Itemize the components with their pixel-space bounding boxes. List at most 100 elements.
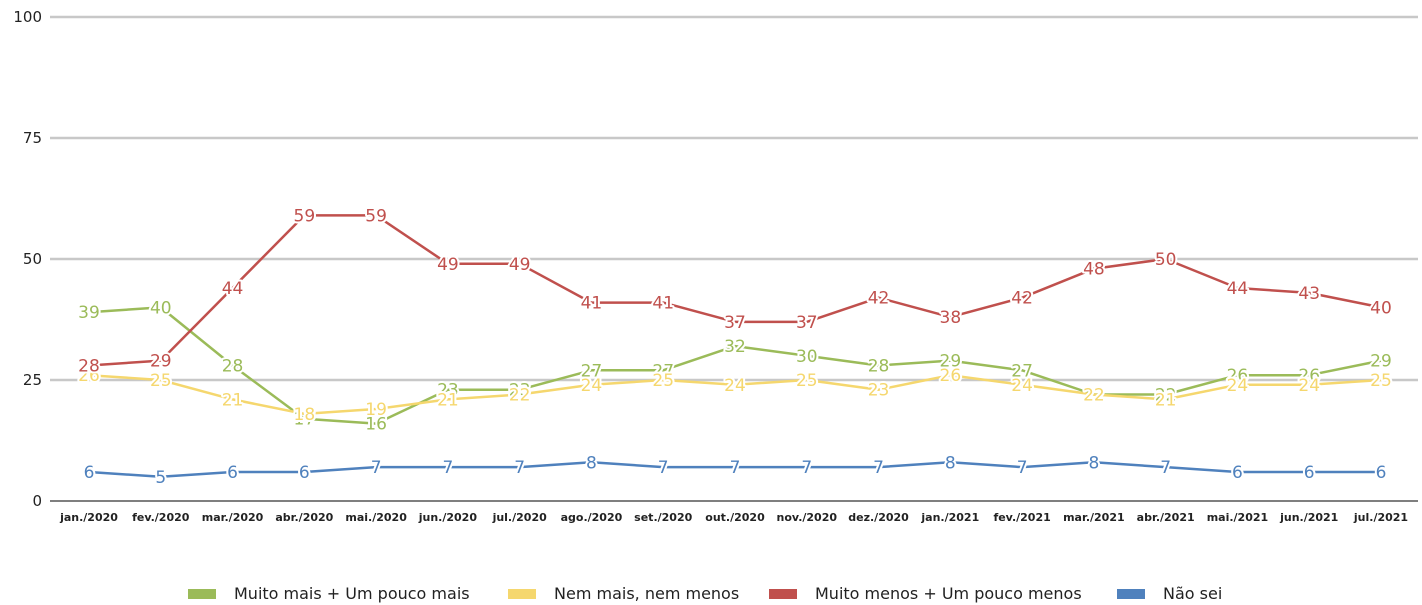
series-line-1 <box>88 373 1382 416</box>
y-tick-label: 75 <box>23 129 42 147</box>
data-label: 44 <box>1227 279 1249 299</box>
data-label: 28 <box>868 356 890 376</box>
data-label: 26 <box>78 366 100 386</box>
data-label: 39 <box>78 303 100 323</box>
data-label: 40 <box>150 298 172 318</box>
data-label: 42 <box>1011 289 1033 309</box>
x-tick-label: mai./2021 <box>1207 511 1268 524</box>
x-tick-label: out./2020 <box>705 511 765 524</box>
x-tick-label: mai./2020 <box>345 511 407 524</box>
data-label: 16 <box>365 415 387 435</box>
data-label: 25 <box>652 371 674 391</box>
data-label: 26 <box>1298 366 1320 386</box>
data-label: 22 <box>1083 386 1105 406</box>
x-axis-tick-labels: jan./2020 fev./2020 mar./2020 abr./2020 mai.… <box>59 511 1408 524</box>
data-label: 25 <box>150 371 172 391</box>
data-label: 59 <box>294 206 316 226</box>
data-label: 22 <box>1083 386 1105 406</box>
x-tick-label: jan./2021 <box>920 511 979 524</box>
data-label: 37 <box>796 313 818 333</box>
data-label: 37 <box>724 313 746 333</box>
data-label: 18 <box>294 405 316 425</box>
data-label: 50 <box>1155 250 1177 270</box>
data-label: 7 <box>442 458 453 478</box>
x-tick-label: set./2020 <box>634 511 692 524</box>
legend-label: Muito menos + Um pouco menos <box>815 584 1082 603</box>
legend-label: Nem mais, nem menos <box>554 584 739 603</box>
data-label: 5 <box>155 468 166 488</box>
y-tick-label: 25 <box>23 371 42 389</box>
data-label: 7 <box>1160 458 1171 478</box>
data-label: 44 <box>222 279 244 299</box>
y-axis-tick-labels: 0 25 50 75 100 <box>13 8 42 510</box>
legend: Muito mais + Um pouco mais Nem mais, nem … <box>188 584 1222 603</box>
series-line-2 <box>88 214 1382 367</box>
series-line-3 <box>88 461 1381 479</box>
data-label: 6 <box>1232 463 1243 483</box>
data-label: 19 <box>365 400 387 420</box>
data-label: 23 <box>437 381 459 401</box>
data-label: 23 <box>509 381 531 401</box>
data-label: 32 <box>724 337 746 357</box>
data-label: 27 <box>652 361 674 381</box>
series-line-0 <box>88 306 1382 425</box>
data-label: 42 <box>868 289 890 309</box>
data-label: 24 <box>581 376 603 396</box>
data-label: 26 <box>1227 366 1249 386</box>
y-tick-label: 0 <box>32 492 42 510</box>
data-label: 43 <box>1298 284 1320 304</box>
data-label: 28 <box>78 356 100 376</box>
gridlines <box>50 15 1418 502</box>
legend-label: Não sei <box>1163 584 1222 603</box>
data-label: 6 <box>299 463 310 483</box>
x-tick-label: jun./2020 <box>418 511 478 524</box>
data-label: 29 <box>150 352 172 372</box>
x-tick-label: ago./2020 <box>561 511 623 524</box>
data-label: 24 <box>1298 376 1320 396</box>
x-tick-label: fev./2021 <box>993 511 1050 524</box>
data-label: 28 <box>222 356 244 376</box>
data-label: 7 <box>658 458 669 478</box>
legend-swatch <box>508 589 536 599</box>
data-label: 41 <box>652 294 674 314</box>
data-label: 22 <box>1155 386 1177 406</box>
data-label: 26 <box>940 366 962 386</box>
data-label: 7 <box>371 458 382 478</box>
data-label: 30 <box>796 347 818 367</box>
data-label: 29 <box>1370 352 1392 372</box>
data-label: 48 <box>1083 260 1105 280</box>
data-label: 40 <box>1370 298 1392 318</box>
x-tick-label: jul./2021 <box>1353 511 1408 524</box>
data-label: 6 <box>227 463 238 483</box>
x-tick-label: abr./2021 <box>1137 511 1195 524</box>
data-label: 24 <box>1227 376 1249 396</box>
legend-label: Muito mais + Um pouco mais <box>234 584 470 603</box>
x-tick-label: mar./2021 <box>1063 511 1125 524</box>
data-label: 22 <box>509 386 531 406</box>
data-label: 7 <box>873 458 884 478</box>
data-label: 49 <box>437 255 459 275</box>
legend-swatch <box>1117 589 1145 599</box>
series-lines <box>88 214 1382 479</box>
x-tick-label: dez./2020 <box>848 511 909 524</box>
data-label: 7 <box>730 458 741 478</box>
y-tick-label: 100 <box>13 8 42 26</box>
legend-swatch <box>769 589 797 599</box>
x-tick-label: jan./2020 <box>59 511 118 524</box>
data-label: 25 <box>1370 371 1392 391</box>
data-label: 23 <box>868 381 890 401</box>
x-tick-label: fev./2020 <box>132 511 190 524</box>
data-label: 7 <box>1017 458 1028 478</box>
y-tick-label: 50 <box>23 250 42 268</box>
x-tick-label: abr./2020 <box>275 511 333 524</box>
data-label: 27 <box>1011 361 1033 381</box>
data-label: 7 <box>801 458 812 478</box>
data-label: 21 <box>437 390 459 410</box>
data-label: 8 <box>586 453 597 473</box>
x-tick-label: jun./2021 <box>1279 511 1338 524</box>
x-tick-label: nov./2020 <box>777 511 838 524</box>
data-label: 29 <box>940 352 962 372</box>
data-label: 41 <box>581 294 603 314</box>
